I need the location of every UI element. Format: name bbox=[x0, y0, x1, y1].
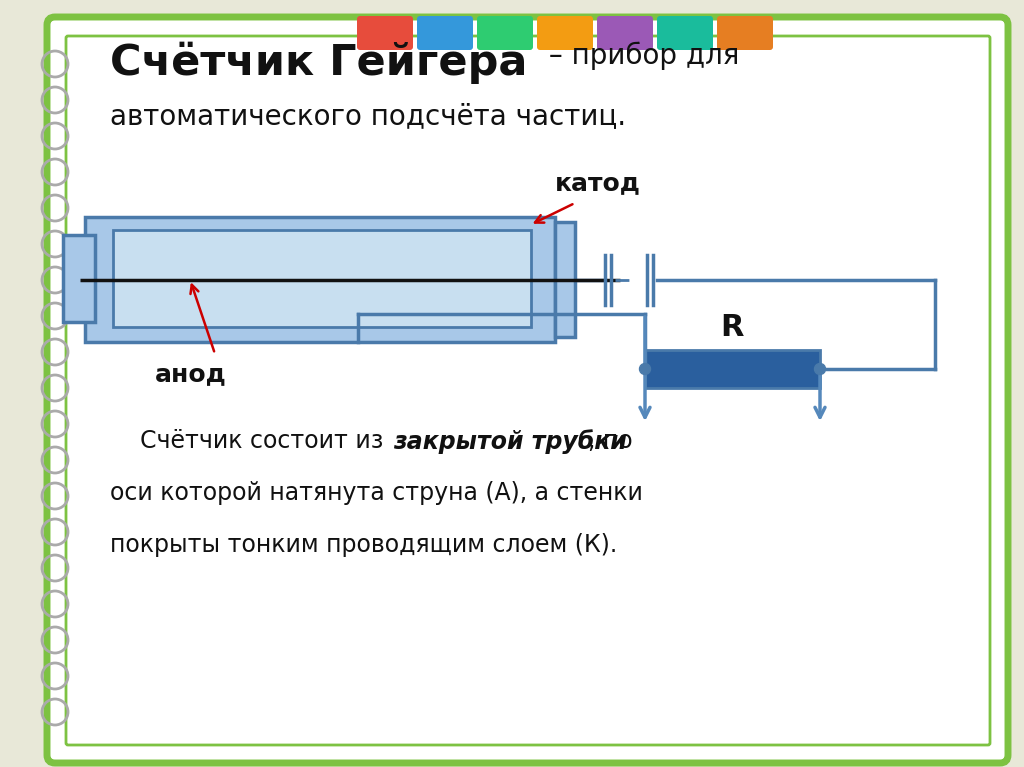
Bar bbox=[63, 235, 95, 322]
Bar bbox=[85, 217, 555, 342]
Bar bbox=[645, 350, 820, 388]
Circle shape bbox=[814, 364, 825, 374]
Text: оси которой натянута струна (А), а стенки: оси которой натянута струна (А), а стенк… bbox=[110, 481, 643, 505]
Bar bbox=[555, 222, 575, 337]
FancyBboxPatch shape bbox=[657, 16, 713, 50]
Text: , по: , по bbox=[588, 429, 633, 453]
Text: R: R bbox=[721, 313, 744, 342]
Text: закрытой трубки: закрытой трубки bbox=[393, 429, 627, 454]
FancyBboxPatch shape bbox=[477, 16, 534, 50]
Text: анод: анод bbox=[155, 362, 226, 386]
FancyBboxPatch shape bbox=[47, 17, 1008, 763]
FancyBboxPatch shape bbox=[597, 16, 653, 50]
FancyBboxPatch shape bbox=[537, 16, 593, 50]
Text: – прибор для: – прибор для bbox=[540, 42, 739, 71]
Text: автоматического подсчёта частиц.: автоматического подсчёта частиц. bbox=[110, 102, 626, 130]
FancyBboxPatch shape bbox=[417, 16, 473, 50]
Text: катод: катод bbox=[555, 171, 641, 195]
Circle shape bbox=[640, 364, 650, 374]
Text: Счётчик Гейгера: Счётчик Гейгера bbox=[110, 42, 527, 84]
Text: Счётчик состоит из: Счётчик состоит из bbox=[110, 429, 391, 453]
FancyBboxPatch shape bbox=[717, 16, 773, 50]
Text: покрыты тонким проводящим слоем (К).: покрыты тонким проводящим слоем (К). bbox=[110, 533, 617, 557]
FancyBboxPatch shape bbox=[357, 16, 413, 50]
Bar bbox=[113, 230, 531, 327]
